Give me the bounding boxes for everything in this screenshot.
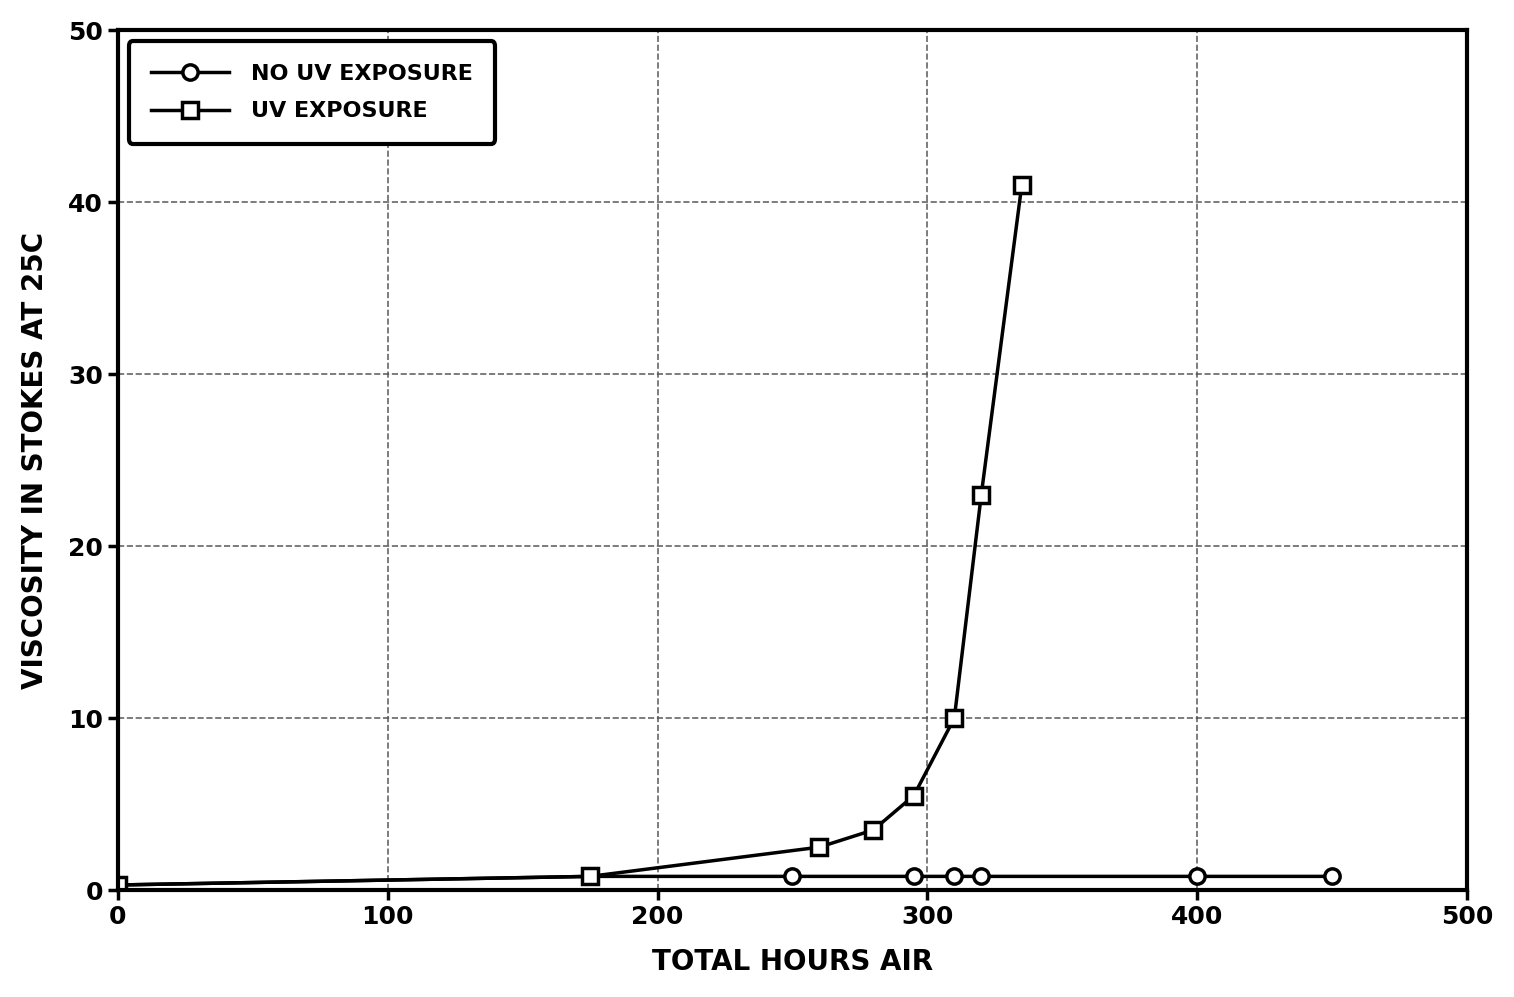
UV EXPOSURE [109, 879, 127, 891]
UV EXPOSURE [1013, 179, 1031, 191]
UV EXPOSURE [810, 841, 828, 853]
NO UV EXPOSURE [581, 870, 600, 882]
UV EXPOSURE [864, 824, 883, 835]
NO UV EXPOSURE [109, 879, 127, 891]
NO UV EXPOSURE [945, 870, 963, 882]
Line: UV EXPOSURE: UV EXPOSURE [111, 177, 1030, 892]
Legend: NO UV EXPOSURE, UV EXPOSURE: NO UV EXPOSURE, UV EXPOSURE [129, 42, 495, 144]
NO UV EXPOSURE [972, 870, 990, 882]
UV EXPOSURE [581, 870, 600, 882]
UV EXPOSURE [905, 790, 924, 802]
UV EXPOSURE [972, 489, 990, 500]
NO UV EXPOSURE [905, 870, 924, 882]
NO UV EXPOSURE [1323, 870, 1341, 882]
NO UV EXPOSURE [1188, 870, 1207, 882]
UV EXPOSURE [945, 712, 963, 724]
NO UV EXPOSURE [783, 870, 801, 882]
Line: NO UV EXPOSURE: NO UV EXPOSURE [111, 868, 1340, 892]
X-axis label: TOTAL HOURS AIR: TOTAL HOURS AIR [653, 948, 933, 976]
Y-axis label: VISCOSITY IN STOKES AT 25C: VISCOSITY IN STOKES AT 25C [21, 231, 48, 689]
